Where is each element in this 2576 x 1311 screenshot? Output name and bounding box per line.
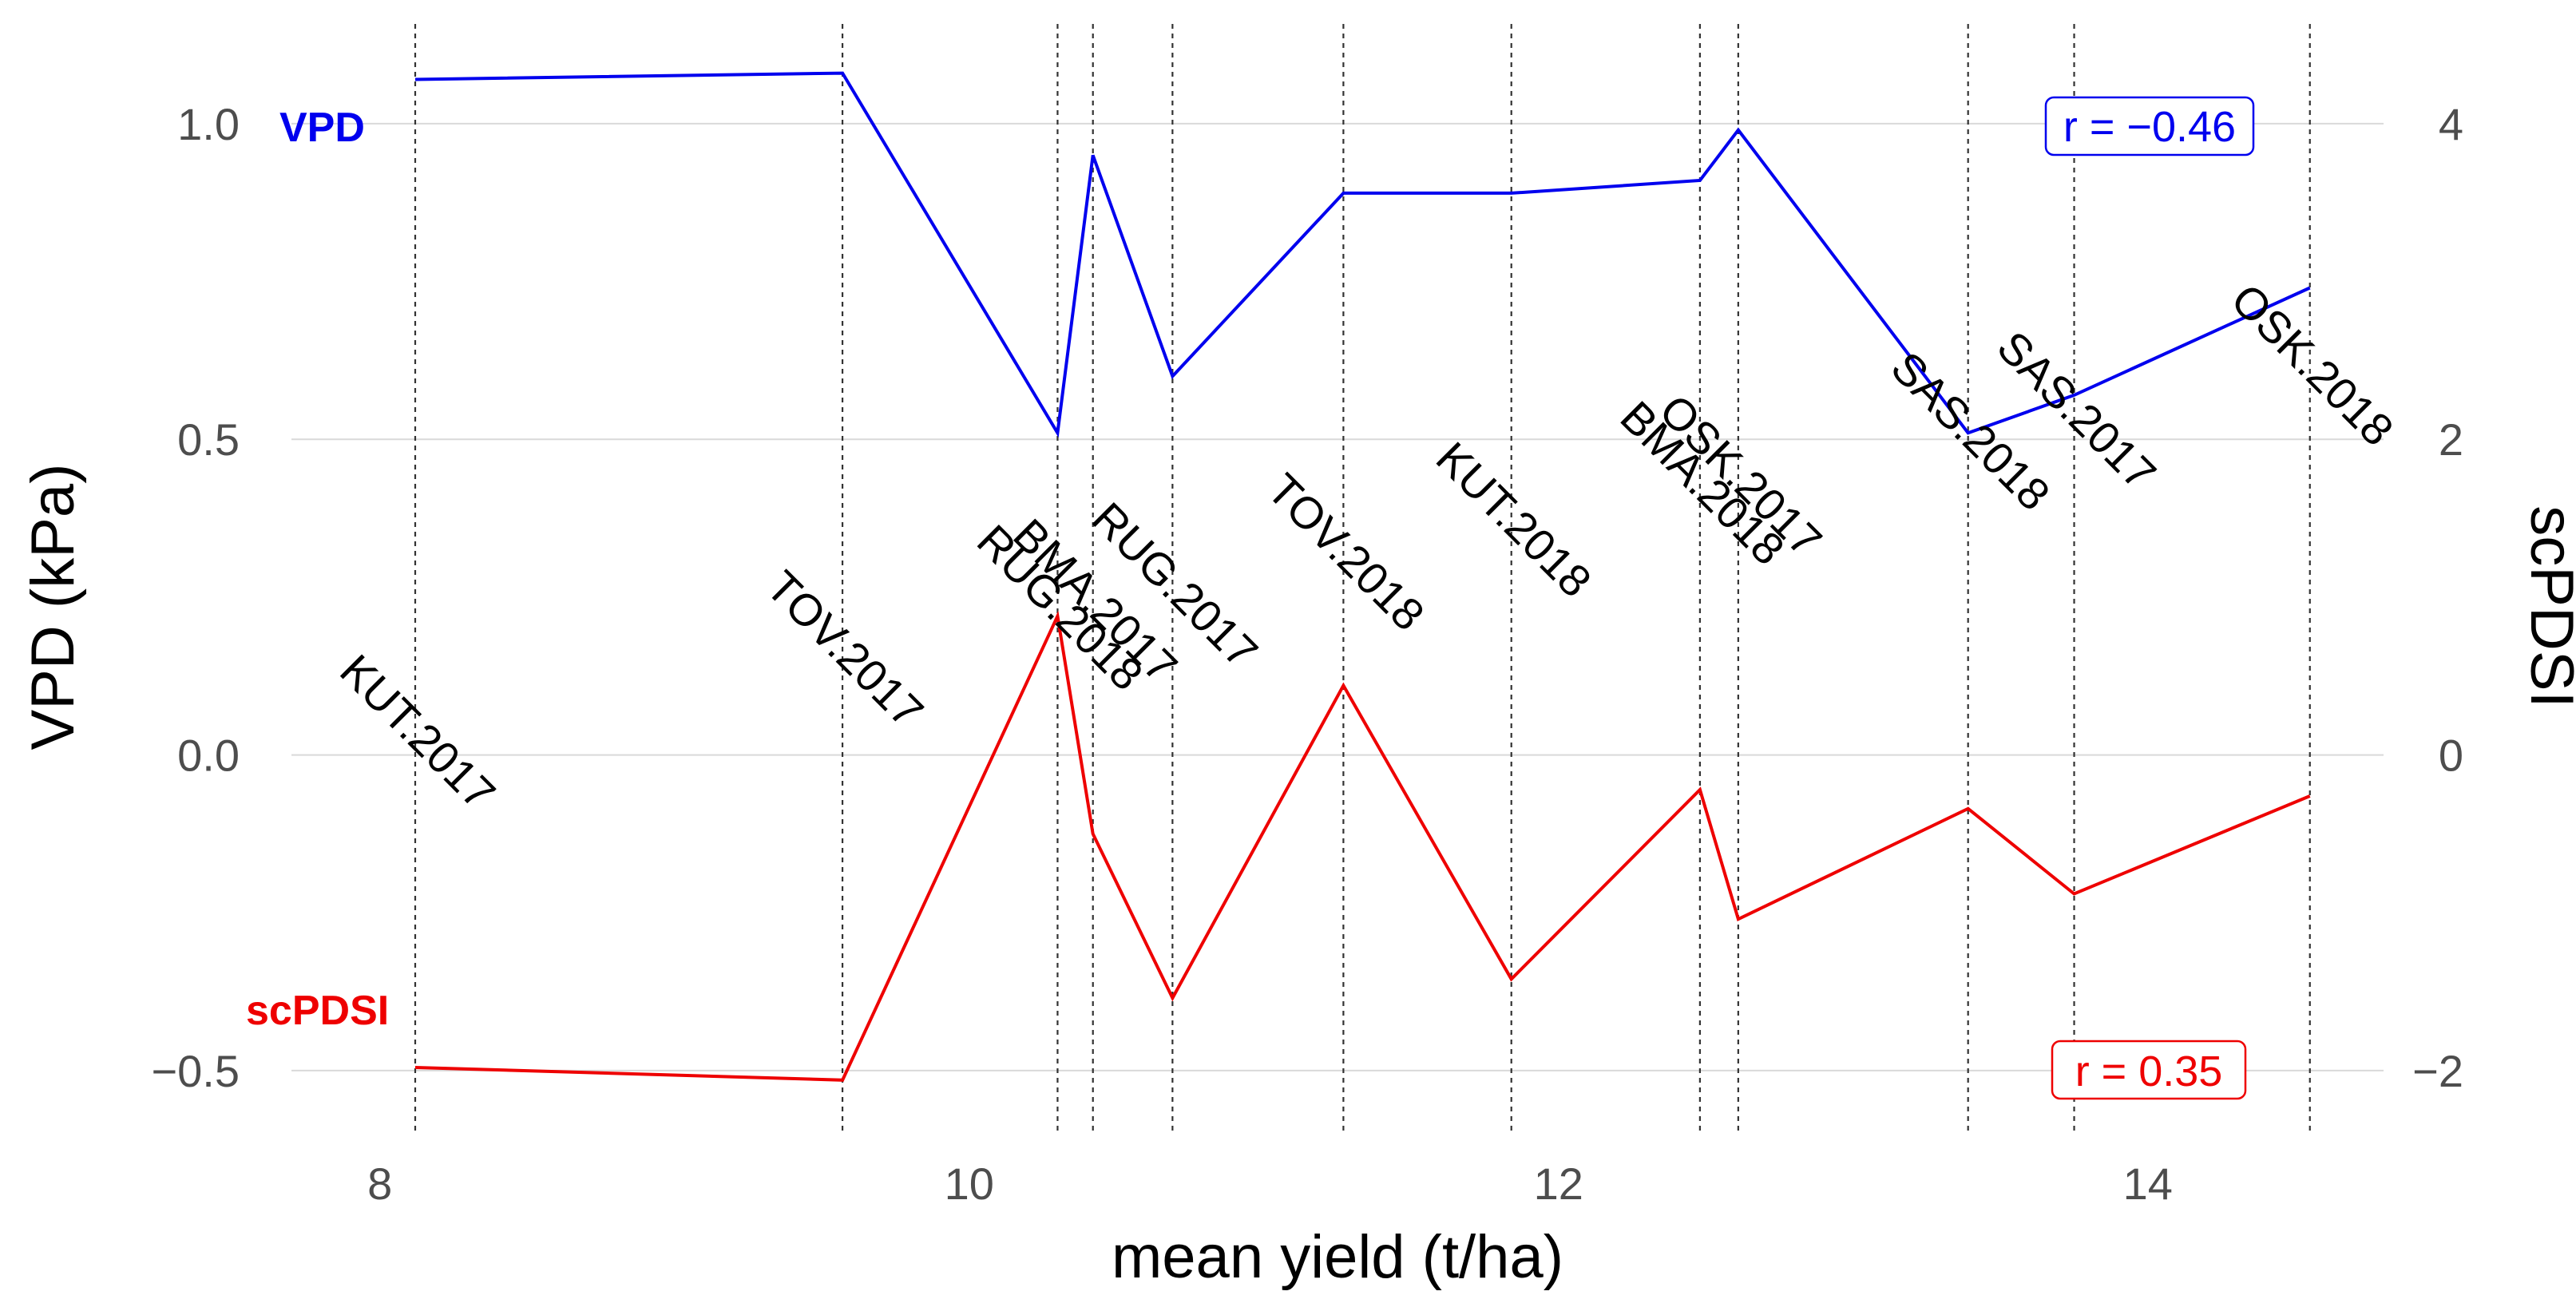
r-label-vpd: r = −0.46 xyxy=(2063,103,2236,151)
grid-layer xyxy=(291,122,2384,1071)
x-tick-label: 8 xyxy=(367,1159,392,1209)
x-tick-label: 14 xyxy=(2123,1159,2173,1209)
series-layer xyxy=(414,71,2311,1082)
y-right-tick-label: 4 xyxy=(2439,99,2463,149)
x-tick-label: 12 xyxy=(1534,1159,1583,1209)
r-box-vpd xyxy=(2044,96,2255,156)
y-right-tick-label: −2 xyxy=(2412,1046,2463,1096)
series-line-vpd xyxy=(414,71,2311,438)
y-left-tick-label: −0.5 xyxy=(151,1046,240,1096)
site-label: TOV.2017 xyxy=(757,561,933,738)
site-label: OSK.2018 xyxy=(2221,274,2403,455)
site-label: TOV.2018 xyxy=(1258,464,1434,640)
series-legends: VPD scPDSI r = −0.46 r = 0.35 xyxy=(246,96,2255,1100)
y-axis-left-title: VPD (kPa) xyxy=(19,464,87,751)
y-right-tick-label: 0 xyxy=(2439,731,2463,781)
y-left-tick-label: 0.0 xyxy=(177,731,240,781)
site-lines xyxy=(414,24,2311,1134)
x-tick-label: 10 xyxy=(945,1159,994,1209)
series-name-vpd: VPD xyxy=(279,105,365,151)
y-axis-right-title: scPDSI xyxy=(2518,505,2576,707)
site-labels: KUT.2017 TOV.2017 RUG.2018BMA.2017RUG.2017… xyxy=(331,274,2404,819)
y-right-tick-label: 2 xyxy=(2439,414,2463,465)
series-name-scpdsi: scPDSI xyxy=(246,988,389,1034)
y-left-tick-label: 1.0 xyxy=(177,99,240,149)
series-line-scpdsi xyxy=(414,610,2311,1082)
r-label-scpdsi: r = 0.35 xyxy=(2075,1048,2223,1095)
axis-titles: mean yield (t/ha) VPD (kPa) scPDSI xyxy=(19,464,2576,1291)
tick-labels: −0.5 0.0 0.5 1.0 −2 0 2 4 8 10 12 14 xyxy=(151,99,2463,1209)
y-left-tick-label: 0.5 xyxy=(177,414,240,465)
r-box-scpdsi xyxy=(2051,1040,2247,1100)
site-label: KUT.2017 xyxy=(331,644,505,818)
site-label: KUT.2018 xyxy=(1427,432,1601,606)
x-axis-title: mean yield (t/ha) xyxy=(1112,1223,1563,1291)
